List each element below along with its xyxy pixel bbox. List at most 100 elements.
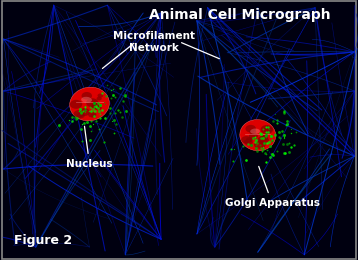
Point [88,119,94,124]
Point [259,148,265,153]
Point [253,143,258,147]
Point [93,105,99,109]
Point [266,139,272,144]
Point [112,95,117,99]
Point [269,138,275,142]
Point [92,105,97,109]
Point [264,148,270,152]
Point [268,134,274,138]
Ellipse shape [249,129,256,134]
Point [253,146,259,150]
Point [107,106,113,110]
Ellipse shape [97,94,103,98]
Ellipse shape [245,125,256,133]
Point [265,125,271,129]
Point [108,96,114,100]
Point [263,159,268,164]
Point [288,131,294,135]
Point [74,116,79,120]
Point [97,103,103,107]
Point [79,139,85,144]
Ellipse shape [257,136,269,145]
Ellipse shape [70,100,82,109]
Point [250,135,256,140]
Point [293,130,299,134]
Point [122,93,128,97]
Point [277,136,283,140]
Ellipse shape [254,140,266,149]
Point [260,144,266,148]
Point [88,129,94,133]
Point [103,94,108,98]
Point [288,145,294,149]
Point [102,116,108,120]
Point [231,147,237,152]
Point [263,135,268,140]
Point [269,138,275,142]
Point [93,104,99,108]
Point [82,105,88,109]
Point [111,118,117,122]
Point [115,108,121,112]
Point [281,136,287,140]
Point [99,91,105,95]
Point [80,109,86,114]
Text: Microfilament
Network: Microfilament Network [113,31,195,53]
Point [92,108,97,113]
Point [91,103,96,108]
Point [102,100,107,104]
Point [280,142,286,146]
Point [81,121,87,125]
Point [90,107,96,111]
Point [120,99,126,103]
Point [87,138,93,142]
Point [82,108,88,112]
Point [117,86,123,90]
Point [92,109,98,113]
Point [262,134,268,138]
Ellipse shape [240,119,279,154]
Ellipse shape [77,112,85,118]
Point [117,110,123,115]
Point [257,143,262,147]
Point [266,127,272,131]
Point [119,115,125,119]
Text: Golgi Apparatus: Golgi Apparatus [224,166,320,208]
Point [110,93,116,97]
Ellipse shape [264,126,272,133]
Point [267,144,272,148]
Point [86,109,92,113]
Point [97,116,103,120]
Point [91,101,97,106]
Ellipse shape [91,113,96,117]
Point [88,106,93,110]
Ellipse shape [82,92,92,100]
Point [263,133,269,138]
Ellipse shape [240,120,276,151]
Point [96,108,101,113]
Point [281,135,287,139]
Point [84,120,90,124]
Point [248,143,254,147]
Point [258,132,264,136]
Ellipse shape [88,112,96,118]
Point [73,117,79,121]
Point [262,151,268,155]
Point [282,110,287,115]
Point [257,131,263,135]
Point [270,119,275,123]
Point [252,135,258,139]
Text: Animal Cell Micrograph: Animal Cell Micrograph [149,8,331,22]
Point [76,109,82,113]
Point [288,127,294,131]
Point [261,127,266,131]
Point [91,122,96,126]
Point [82,110,88,114]
Point [93,119,99,123]
Point [245,142,251,146]
Point [112,111,118,115]
Point [255,141,260,145]
Point [264,141,270,145]
Point [281,151,287,155]
Point [97,103,103,107]
